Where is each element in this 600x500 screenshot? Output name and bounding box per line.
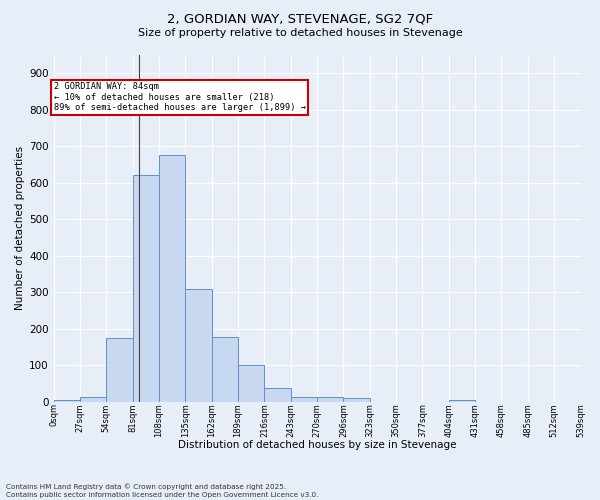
Bar [449,400,475,402]
Text: 2, GORDIAN WAY, STEVENAGE, SG2 7QF: 2, GORDIAN WAY, STEVENAGE, SG2 7QF [167,12,433,26]
X-axis label: Distribution of detached houses by size in Stevenage: Distribution of detached houses by size … [178,440,457,450]
Text: Size of property relative to detached houses in Stevenage: Size of property relative to detached ho… [137,28,463,38]
Bar [106,338,133,402]
Bar [133,176,159,402]
Text: Contains HM Land Registry data © Crown copyright and database right 2025.
Contai: Contains HM Land Registry data © Crown c… [6,484,319,498]
Bar [317,397,343,402]
Y-axis label: Number of detached properties: Number of detached properties [15,146,25,310]
Bar [53,400,80,402]
Bar [185,288,212,402]
Bar [238,366,265,402]
Bar [212,337,238,402]
Bar [80,398,106,402]
Bar [265,388,291,402]
Bar [343,398,370,402]
Bar [291,396,317,402]
Bar [159,156,185,402]
Text: 2 GORDIAN WAY: 84sqm
← 10% of detached houses are smaller (218)
89% of semi-deta: 2 GORDIAN WAY: 84sqm ← 10% of detached h… [54,82,306,112]
